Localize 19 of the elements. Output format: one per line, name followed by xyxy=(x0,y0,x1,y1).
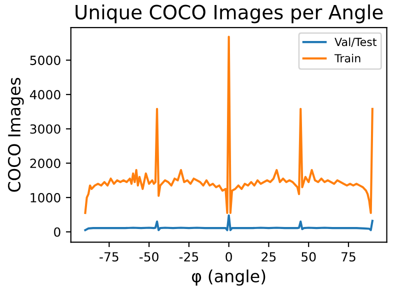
y-tick-label: 1000 xyxy=(30,192,60,202)
x-tick-label: 0 xyxy=(226,252,232,262)
y-tick-label: 2000 xyxy=(30,158,60,168)
legend-label: Train xyxy=(334,54,360,62)
y-tick-label: 5000 xyxy=(30,56,60,66)
x-tick-label: -25 xyxy=(179,252,198,262)
legend-label: Val/Test xyxy=(334,38,377,48)
x-tick-label: 75 xyxy=(342,252,356,262)
y-tick-label: 0 xyxy=(54,227,60,237)
line-series xyxy=(84,214,374,232)
x-tick-label: 25 xyxy=(262,252,276,262)
x-tick-label: 50 xyxy=(302,252,316,262)
y-axis-title: COCO Images xyxy=(8,78,24,192)
x-tick-label: -75 xyxy=(100,252,118,262)
y-tick-label: 3000 xyxy=(30,124,60,134)
chart-title: Unique COCO Images per Angle xyxy=(76,4,383,24)
x-axis-title: φ (angle) xyxy=(192,270,266,286)
x-tick-label: -50 xyxy=(139,252,158,262)
y-tick-label: 4000 xyxy=(30,90,60,100)
